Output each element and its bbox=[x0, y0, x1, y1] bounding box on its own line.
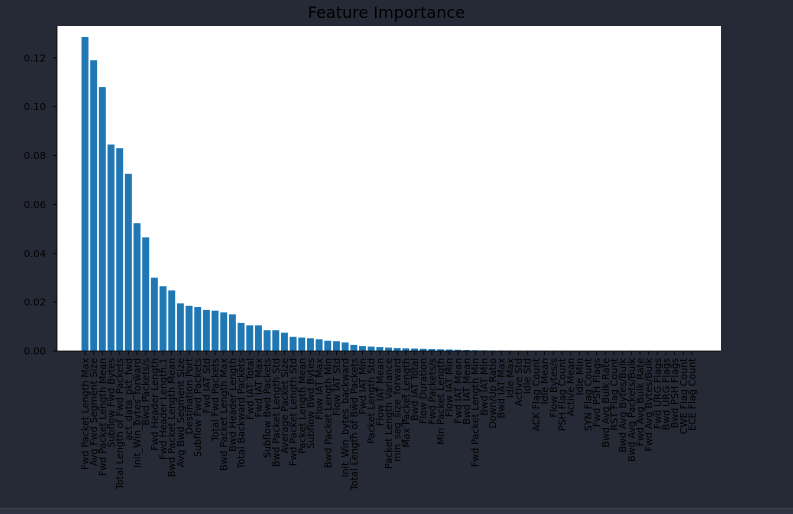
y-axis: 0.00 0.02 0.04 0.06 0.08 0.10 0.12 bbox=[24, 26, 57, 358]
bar bbox=[99, 87, 106, 351]
bar bbox=[368, 347, 375, 351]
bar bbox=[125, 174, 132, 351]
bar bbox=[246, 325, 253, 351]
bar bbox=[229, 314, 236, 351]
bar bbox=[108, 145, 115, 351]
bar bbox=[385, 348, 392, 351]
bar bbox=[82, 37, 89, 351]
bar bbox=[177, 303, 184, 351]
bar bbox=[212, 311, 219, 351]
bar bbox=[168, 290, 175, 351]
bar bbox=[402, 348, 409, 351]
bar bbox=[151, 278, 158, 351]
bar bbox=[186, 306, 193, 351]
y-tick-label: 0.02 bbox=[24, 298, 46, 309]
bar bbox=[307, 338, 314, 351]
y-tick-label: 0.08 bbox=[24, 151, 46, 162]
bar bbox=[316, 339, 323, 351]
x-tick-label: ECE Flag Count bbox=[688, 358, 699, 431]
y-tick-label: 0.10 bbox=[24, 102, 46, 113]
bar bbox=[333, 341, 340, 351]
bar bbox=[394, 348, 401, 351]
bar bbox=[238, 323, 245, 351]
y-tick-label: 0.12 bbox=[24, 53, 46, 64]
bar bbox=[376, 347, 383, 351]
bar bbox=[264, 330, 271, 351]
bar bbox=[350, 345, 357, 351]
bar bbox=[194, 307, 201, 351]
bar bbox=[255, 325, 262, 351]
bar bbox=[298, 338, 305, 351]
bar bbox=[90, 60, 97, 351]
bar bbox=[272, 330, 279, 351]
bar bbox=[203, 310, 210, 351]
bar bbox=[359, 346, 366, 351]
bar bbox=[116, 148, 123, 351]
bar bbox=[324, 341, 331, 351]
y-tick-label: 0.06 bbox=[24, 200, 46, 211]
window-bottom-strip bbox=[0, 508, 793, 514]
y-tick-label: 0.00 bbox=[24, 347, 46, 358]
y-tick-label: 0.04 bbox=[24, 249, 46, 260]
bar bbox=[134, 223, 141, 351]
bar bbox=[342, 342, 349, 351]
bar bbox=[281, 333, 288, 351]
bar bbox=[142, 237, 149, 351]
bar bbox=[160, 286, 167, 351]
bar bbox=[220, 312, 227, 351]
bar bbox=[290, 337, 297, 351]
